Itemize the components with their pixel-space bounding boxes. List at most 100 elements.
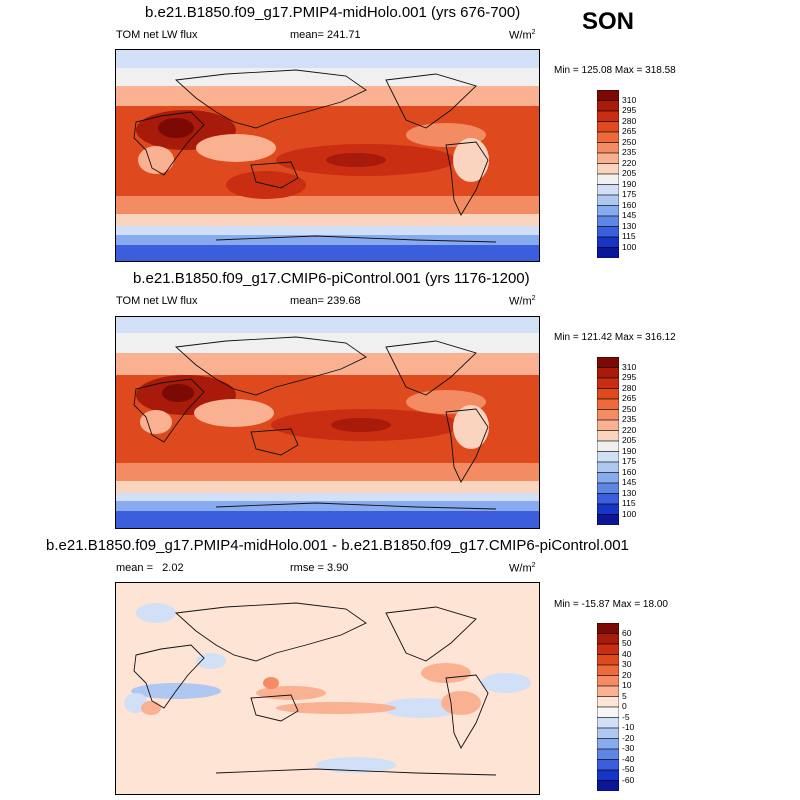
cb1-label: 280 xyxy=(622,115,637,126)
colorbar-swatch xyxy=(596,226,620,238)
colorbar-swatch xyxy=(596,472,620,484)
cb3-label: 50 xyxy=(622,638,632,648)
panel-3-map xyxy=(115,582,540,795)
cb1-label: 310 xyxy=(622,94,637,105)
cb2-label: 115 xyxy=(622,498,636,508)
colorbar-swatch xyxy=(596,163,620,175)
cb1-label: 220 xyxy=(622,157,637,168)
panel-2-colorbar-swatches xyxy=(596,356,620,526)
cb1-label: 250 xyxy=(622,136,637,147)
panel-1-mean-value: 241.71 xyxy=(327,29,361,41)
cb1-label: 295 xyxy=(622,105,637,115)
colorbar-swatch xyxy=(596,654,620,666)
panel-2-mean-value: 239.68 xyxy=(327,295,361,307)
colorbar-swatch xyxy=(596,205,620,217)
colorbar-swatch xyxy=(596,89,620,101)
cb2-label: 175 xyxy=(622,456,637,466)
colorbar-swatch xyxy=(596,633,620,645)
panel-3-rmse: rmse = 3.90 xyxy=(290,562,348,574)
panel-3-units-text: W/m xyxy=(509,562,532,575)
cb2-label: 160 xyxy=(622,466,637,477)
panel-1-mean-label: mean= xyxy=(290,29,324,41)
cb1-label: 175 xyxy=(622,189,637,199)
panel-1-units-sup: 2 xyxy=(531,29,536,36)
cb3-label: -30 xyxy=(622,743,635,753)
colorbar-swatch xyxy=(596,482,620,494)
panel-3-colorbar-swatches xyxy=(596,622,620,792)
panel-3-left-label: mean = 2.02 xyxy=(116,562,184,574)
colorbar-swatch xyxy=(596,173,620,185)
panel-3-colorbar xyxy=(596,622,620,792)
colorbar-swatch xyxy=(596,780,620,792)
colorbar-swatch xyxy=(596,675,620,687)
panel-2-min-max: Min = 121.42 Max = 316.12 xyxy=(554,332,676,343)
colorbar-swatch xyxy=(596,152,620,164)
cb1-label: 190 xyxy=(622,178,637,189)
panel-2-colorbar xyxy=(596,356,620,526)
panel-3-colorbar-labels: 60 50 40 30 20 10 5 0 -5 -10 -20 -30 -40… xyxy=(622,623,662,791)
colorbar-swatch xyxy=(596,727,620,739)
cb3-label: 30 xyxy=(622,659,632,669)
colorbar-swatch xyxy=(596,398,620,410)
colorbar-swatch xyxy=(596,685,620,697)
colorbar-swatch xyxy=(596,503,620,515)
cb2-label: 100 xyxy=(622,508,637,519)
panel-2-title: b.e21.B1850.f09_g17.CMIP6-piControl.001 … xyxy=(133,270,530,287)
cb3-label: -40 xyxy=(622,753,635,764)
colorbar-swatch xyxy=(596,440,620,452)
panel-1-units-text: W/m xyxy=(509,29,532,42)
panel-3-rmse-value: 3.90 xyxy=(327,562,349,574)
cb1-label: 130 xyxy=(622,220,637,231)
colorbar-swatch xyxy=(596,759,620,771)
cb3-label: 60 xyxy=(622,627,632,638)
panel-3-min-max: Min = -15.87 Max = 18.00 xyxy=(554,599,668,610)
panel-1-colorbar-swatches xyxy=(596,89,620,259)
cb2-label: 265 xyxy=(622,393,637,403)
cb2-label: 145 xyxy=(622,477,637,487)
cb3-label: -5 xyxy=(622,711,630,722)
colorbar-swatch xyxy=(596,643,620,655)
colorbar-swatch xyxy=(596,769,620,781)
panel-1-min-max: Min = 125.08 Max = 318.58 xyxy=(554,65,676,76)
colorbar-swatch xyxy=(596,142,620,154)
colorbar-swatch xyxy=(596,121,620,133)
panel-1-map xyxy=(115,49,540,262)
cb1-label: 100 xyxy=(622,241,637,252)
cb2-label: 205 xyxy=(622,435,637,445)
cb2-label: 280 xyxy=(622,382,637,393)
panel-1-units: W/m2 xyxy=(509,29,536,42)
panel-3-units-sup: 2 xyxy=(531,562,536,569)
cb2-label: 235 xyxy=(622,414,637,424)
panel-2-left-label: TOM net LW flux xyxy=(116,295,198,307)
colorbar-swatch xyxy=(596,461,620,473)
cb2-label: 250 xyxy=(622,403,637,414)
colorbar-swatch xyxy=(596,110,620,122)
cb2-label: 190 xyxy=(622,445,637,456)
cb1-label: 235 xyxy=(622,147,637,157)
colorbar-swatch xyxy=(596,356,620,368)
colorbar-swatch xyxy=(596,664,620,676)
colorbar-swatch xyxy=(596,514,620,526)
cb1-label: 160 xyxy=(622,199,637,210)
panel-1-title: b.e21.B1850.f09_g17.PMIP4-midHolo.001 (y… xyxy=(145,4,521,21)
cb1-label: 145 xyxy=(622,210,637,220)
colorbar-swatch xyxy=(596,184,620,196)
colorbar-swatch xyxy=(596,493,620,505)
panel-2-colorbar-labels: 310 295 280 265 250 235 220 205 190 175 … xyxy=(622,357,662,525)
cb3-label: 0 xyxy=(622,701,627,711)
colorbar-swatch xyxy=(596,696,620,708)
panel-3-title: b.e21.B1850.f09_g17.PMIP4-midHolo.001 - … xyxy=(46,537,629,554)
colorbar-swatch xyxy=(596,100,620,112)
panel-2-mean-label: mean= xyxy=(290,295,324,307)
colorbar-swatch xyxy=(596,622,620,634)
cb3-label: -10 xyxy=(622,722,635,732)
colorbar-swatch xyxy=(596,706,620,718)
panel-2-mean: mean= 239.68 xyxy=(290,295,361,307)
cb3-label: -60 xyxy=(622,774,635,785)
colorbar-swatch xyxy=(596,738,620,750)
cb1-label: 265 xyxy=(622,126,637,136)
panel-1-left-label: TOM net LW flux xyxy=(116,29,198,41)
cb3-label: 20 xyxy=(622,669,632,680)
panel-2-map xyxy=(115,316,540,529)
cb1-label: 115 xyxy=(622,231,636,241)
